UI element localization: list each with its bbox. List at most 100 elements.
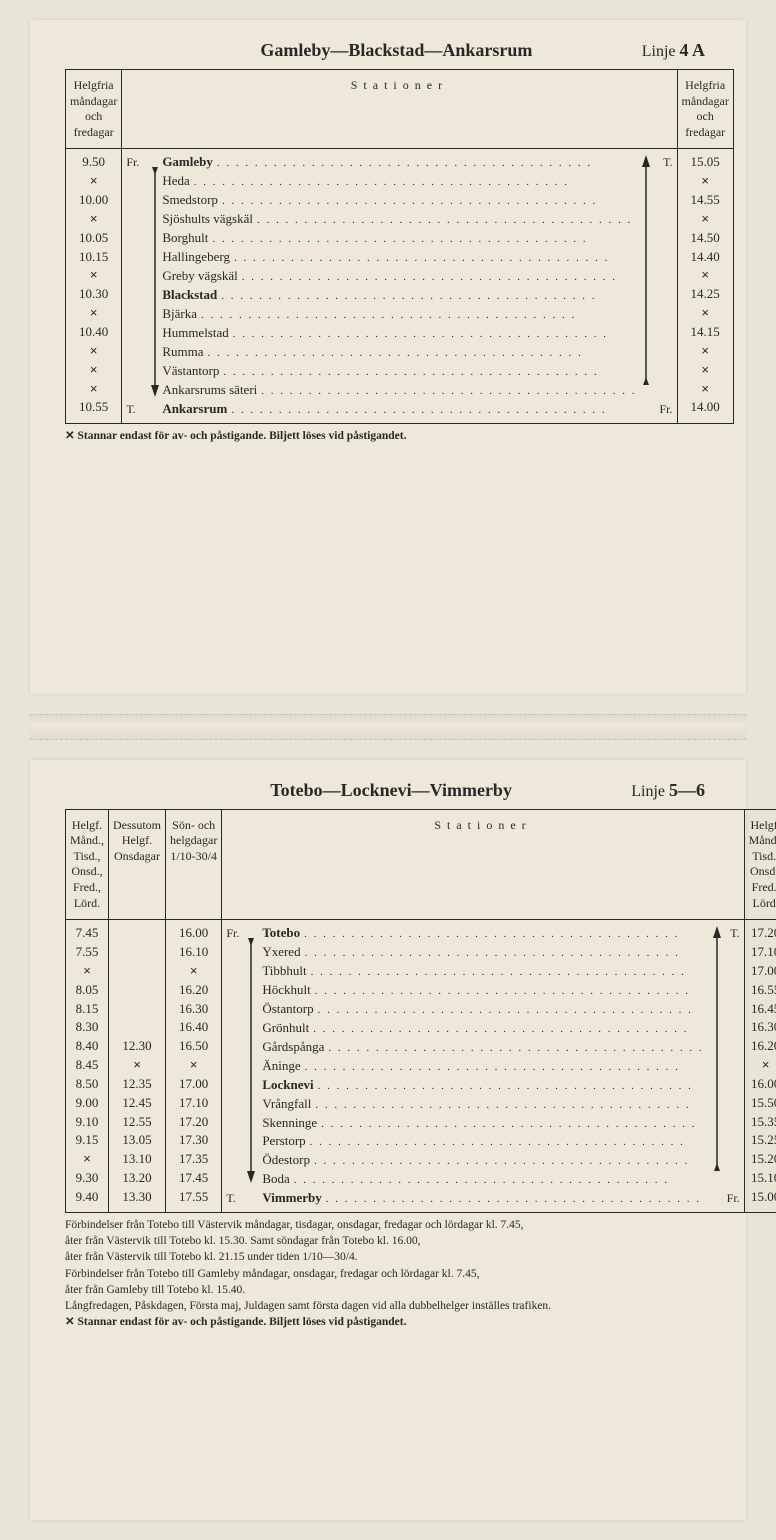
- time-value: ×: [70, 304, 117, 323]
- time-value: [113, 981, 161, 1000]
- time-value: 8.15: [70, 1000, 104, 1019]
- time-value: 13.10: [113, 1150, 161, 1169]
- time-value: 15.50: [749, 1094, 776, 1113]
- time-value: 10.55: [70, 398, 117, 417]
- timetable-4a: Helgfriamåndagaroch fredagar Stationer H…: [65, 69, 734, 424]
- station-row: Östantorp. . . . . . . . . . . . . . . .…: [226, 1000, 739, 1019]
- stations-56: Fr.Totebo. . . . . . . . . . . . . . . .…: [222, 920, 744, 1213]
- time-value: 10.40: [70, 323, 117, 342]
- time-value: [113, 924, 161, 943]
- time-value: ×: [682, 304, 729, 323]
- time-value: [113, 1000, 161, 1019]
- time-value: ×: [113, 1056, 161, 1075]
- time-value: 8.05: [70, 981, 104, 1000]
- time-value: 14.15: [682, 323, 729, 342]
- time-value: 17.10: [170, 1094, 217, 1113]
- station-row: Västantorp. . . . . . . . . . . . . . . …: [126, 362, 672, 381]
- time-value: ×: [682, 266, 729, 285]
- title-row-56: Totebo—Locknevi—Vimmerby Linje 5—6: [65, 780, 711, 801]
- station-row: Boda. . . . . . . . . . . . . . . . . . …: [226, 1170, 739, 1189]
- page-fold: [30, 714, 746, 740]
- time-value: 14.25: [682, 285, 729, 304]
- station-row: Hallingeberg. . . . . . . . . . . . . . …: [126, 248, 672, 267]
- time-value: 17.00: [170, 1075, 217, 1094]
- station-row: Sjöshults vägskäl. . . . . . . . . . . .…: [126, 210, 672, 229]
- station-row: Hummelstad. . . . . . . . . . . . . . . …: [126, 324, 672, 343]
- time-value: ×: [749, 1056, 776, 1075]
- time-value: 16.20: [749, 1037, 776, 1056]
- station-row: Ödestorp. . . . . . . . . . . . . . . . …: [226, 1151, 739, 1170]
- time-value: ×: [70, 1150, 104, 1169]
- station-row: Fr.Totebo. . . . . . . . . . . . . . . .…: [226, 924, 739, 943]
- time-value: ×: [170, 962, 217, 981]
- time-value: 15.20: [749, 1150, 776, 1169]
- line-label: Linje 4 A: [642, 40, 705, 61]
- time-value: 8.45: [70, 1056, 104, 1075]
- footnote-line: åter från Gamleby till Totebo kl. 15.40.: [65, 1282, 711, 1298]
- station-row: Tibbhult. . . . . . . . . . . . . . . . …: [226, 962, 739, 981]
- time-value: 16.30: [749, 1018, 776, 1037]
- time-value: 8.40: [70, 1037, 104, 1056]
- time-value: 15.05: [682, 153, 729, 172]
- station-row: Borghult. . . . . . . . . . . . . . . . …: [126, 229, 672, 248]
- station-row: Heda. . . . . . . . . . . . . . . . . . …: [126, 172, 672, 191]
- footnote-line: Förbindelser från Totebo till Gamleby må…: [65, 1266, 711, 1282]
- footnote-line: Förbindelser från Totebo till Västervik …: [65, 1217, 711, 1233]
- route-title: Totebo—Locknevi—Vimmerby: [151, 780, 631, 801]
- time-value: 9.50: [70, 153, 117, 172]
- station-row: Locknevi. . . . . . . . . . . . . . . . …: [226, 1076, 739, 1095]
- time-value: 13.05: [113, 1131, 161, 1150]
- time-value: 16.00: [170, 924, 217, 943]
- footnote-line: ✕ Stannar endast för av- och påstigande.…: [65, 1314, 711, 1330]
- times-right-4a: 15.05×14.55×14.5014.40×14.25×14.15×××14.…: [677, 149, 733, 423]
- time-value: ×: [70, 962, 104, 981]
- time-value: 16.55: [749, 981, 776, 1000]
- time-value: 17.20: [749, 924, 776, 943]
- col-c1: 7.457.55×8.058.158.308.408.458.509.009.1…: [66, 920, 109, 1213]
- station-row: T.Ankarsrum. . . . . . . . . . . . . . .…: [126, 400, 672, 419]
- time-value: 16.10: [170, 943, 217, 962]
- time-value: ×: [682, 380, 729, 399]
- station-row: Blackstad. . . . . . . . . . . . . . . .…: [126, 286, 672, 305]
- station-row: Yxered. . . . . . . . . . . . . . . . . …: [226, 943, 739, 962]
- station-row: Gårdspånga. . . . . . . . . . . . . . . …: [226, 1038, 739, 1057]
- time-value: 16.30: [170, 1000, 217, 1019]
- col-header-stations: Stationer: [122, 70, 677, 149]
- time-value: 8.50: [70, 1075, 104, 1094]
- time-value: 14.00: [682, 398, 729, 417]
- times-left-4a: 9.50×10.00×10.0510.15×10.30×10.40×××10.5…: [66, 149, 122, 423]
- time-value: 9.15: [70, 1131, 104, 1150]
- station-row: T.Vimmerby. . . . . . . . . . . . . . . …: [226, 1189, 739, 1208]
- title-row-4a: Gamleby—Blackstad—Ankarsrum Linje 4 A: [65, 40, 711, 61]
- station-row: Perstorp. . . . . . . . . . . . . . . . …: [226, 1132, 739, 1151]
- station-row: Ankarsrums säteri. . . . . . . . . . . .…: [126, 381, 672, 400]
- route-title: Gamleby—Blackstad—Ankarsrum: [151, 40, 642, 61]
- time-value: ×: [70, 342, 117, 361]
- time-value: ×: [682, 361, 729, 380]
- station-row: Vrångfall. . . . . . . . . . . . . . . .…: [226, 1095, 739, 1114]
- station-row: Skenninge. . . . . . . . . . . . . . . .…: [226, 1114, 739, 1133]
- time-value: 17.00: [749, 962, 776, 981]
- col-header: Helgf.Månd.,Tisd.,Onsd.,Fred.,Lörd.: [744, 809, 776, 920]
- time-value: 10.15: [70, 248, 117, 267]
- time-value: 10.30: [70, 285, 117, 304]
- time-value: 16.00: [749, 1075, 776, 1094]
- station-row: Greby vägskäl. . . . . . . . . . . . . .…: [126, 267, 672, 286]
- timetable-56: Helgf.Månd.,Tisd.,Onsd.,Fred.,Lörd.Dessu…: [65, 809, 776, 1214]
- time-value: 15.25: [749, 1131, 776, 1150]
- time-value: 13.30: [113, 1188, 161, 1207]
- col-header-left: Helgfriamåndagaroch fredagar: [66, 70, 122, 149]
- time-value: 14.55: [682, 191, 729, 210]
- time-value: 15.10: [749, 1169, 776, 1188]
- time-value: [113, 1018, 161, 1037]
- time-value: ×: [682, 172, 729, 191]
- station-row: Höckhult. . . . . . . . . . . . . . . . …: [226, 981, 739, 1000]
- time-value: [113, 943, 161, 962]
- time-value: 13.20: [113, 1169, 161, 1188]
- time-value: 7.55: [70, 943, 104, 962]
- time-value: 10.00: [70, 191, 117, 210]
- time-value: 7.45: [70, 924, 104, 943]
- col-c3: 16.0016.10×16.2016.3016.4016.50×17.0017.…: [166, 920, 222, 1213]
- time-value: 10.05: [70, 229, 117, 248]
- station-row: Rumma. . . . . . . . . . . . . . . . . .…: [126, 343, 672, 362]
